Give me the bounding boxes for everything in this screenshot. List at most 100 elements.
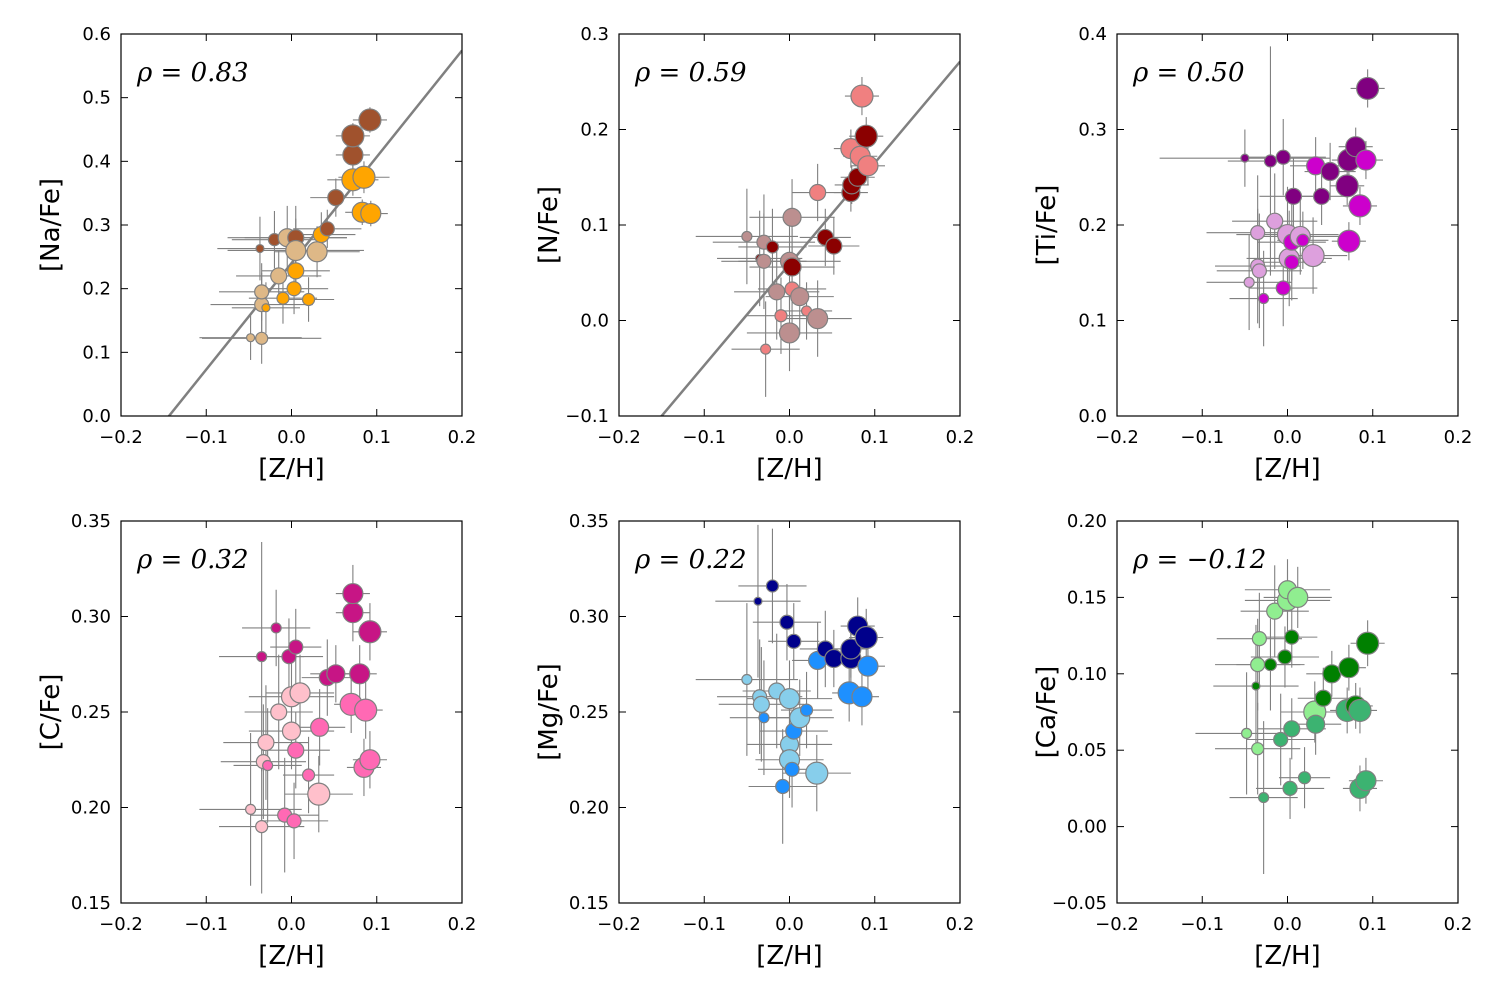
data-point: [752, 695, 770, 713]
y-tick-label: 0.0: [580, 311, 609, 332]
panel-ti: −0.2 −0.1 0.0 0.1 0.2 0.0 0.1 0.2 0.3 0.4 [Z/H] [Ti…: [1032, 24, 1472, 484]
panel-mg: −0.2 −0.1 0.0 0.1 0.2 0.15 0.20 0.25 0.30 0.35 [Z/…: [534, 511, 974, 971]
plot-area-ca: [1195, 559, 1385, 874]
x-tick-label: 0.2: [1444, 427, 1473, 448]
data-point: [352, 165, 376, 189]
data-point: [342, 144, 364, 166]
x-tick-label: 0.0: [1273, 427, 1302, 448]
data-point: [270, 267, 288, 285]
data-point: [779, 614, 795, 630]
plot-area-c: [199, 542, 387, 894]
x-tick-label: 0.1: [1358, 914, 1387, 935]
data-point: [1348, 698, 1372, 723]
data-point: [255, 331, 269, 345]
data-point: [301, 768, 316, 782]
x-tick-label: 0.2: [946, 427, 975, 448]
data-point: [760, 343, 772, 355]
data-point: [342, 582, 364, 605]
correlation-annotation: ρ = −0.12: [1132, 545, 1266, 575]
data-point: [778, 688, 801, 710]
y-tick-label: 0.30: [569, 607, 609, 628]
data-point: [358, 620, 382, 644]
data-point: [1297, 771, 1312, 785]
y-axis-label: [N/Fe]: [534, 186, 564, 264]
y-tick-label: 0.2: [82, 279, 111, 300]
x-tick-label: 0.2: [448, 914, 477, 935]
correlation-annotation: ρ = 0.32: [136, 545, 249, 575]
y-tick-label: 0.15: [71, 893, 111, 914]
plot-area-mg: [695, 524, 885, 844]
x-axis-label: [Z/H]: [756, 941, 822, 971]
data-point: [319, 221, 335, 237]
data-point: [1275, 149, 1291, 165]
plot-area-n: [659, 60, 960, 416]
data-point: [349, 663, 371, 685]
y-tick-label: 0.20: [71, 798, 111, 819]
data-point: [768, 283, 786, 301]
y-tick-label: 0.25: [71, 702, 111, 723]
x-tick-label: 0.1: [860, 427, 889, 448]
data-point: [276, 291, 290, 305]
data-point: [786, 633, 802, 649]
data-point: [807, 307, 829, 330]
data-point: [255, 819, 269, 834]
y-tick-label: 0.35: [71, 511, 111, 532]
data-point: [270, 703, 288, 721]
plot-area-ti: [1159, 46, 1385, 347]
data-point: [1284, 187, 1303, 205]
data-point: [287, 262, 305, 280]
y-tick-label: 0.4: [82, 151, 111, 172]
x-tick-label: −0.2: [597, 427, 641, 448]
data-point: [286, 813, 302, 829]
data-point: [1356, 76, 1380, 101]
data-point: [741, 230, 753, 243]
data-point: [359, 749, 381, 771]
data-point: [1243, 276, 1255, 288]
data-point: [307, 782, 331, 806]
data-point: [857, 655, 879, 677]
data-point: [1284, 254, 1300, 270]
x-tick-label: −0.2: [1095, 914, 1139, 935]
y-axis-label: [Ti/Fe]: [1032, 185, 1062, 266]
panel-n: −0.2 −0.1 0.0 0.1 0.2−0.10.00.10.20.3[Z/H][N…: [534, 24, 974, 484]
x-tick-label: −0.2: [99, 427, 143, 448]
x-tick-label: 0.0: [277, 914, 306, 935]
panel-ca: −0.2 −0.1 0.0 0.1 0.2 −0.05 0.00 0.05 0.10 0.15 0.…: [1032, 511, 1472, 971]
y-tick-label: 0.3: [82, 215, 111, 236]
data-point: [1240, 727, 1253, 739]
data-point: [306, 241, 328, 263]
x-tick-label: −0.1: [184, 914, 228, 935]
panel-na: −0.2 −0.1 0.0 0.1 0.2 0.0 0.1 0.2 0.3 0.4 0.5 0.6 [Z…: [36, 24, 476, 484]
data-point: [784, 761, 800, 777]
data-point: [261, 303, 271, 313]
y-tick-label: 0.5: [82, 88, 111, 109]
data-point: [1277, 649, 1293, 665]
data-point: [824, 648, 844, 669]
data-point: [854, 124, 878, 148]
data-point: [758, 712, 770, 724]
data-point: [825, 237, 843, 255]
data-point: [255, 243, 265, 254]
data-point: [270, 622, 282, 634]
y-tick-label: 0.10: [1067, 664, 1107, 685]
y-tick-label: 0.2: [1078, 215, 1107, 236]
data-point: [805, 761, 829, 785]
y-tick-label: 0.6: [82, 24, 111, 45]
y-tick-label: 0.1: [82, 342, 111, 363]
data-point: [851, 686, 873, 708]
points-n: [741, 84, 879, 355]
data-point: [310, 717, 330, 737]
x-tick-label: 0.0: [1273, 914, 1302, 935]
data-point: [289, 682, 311, 704]
data-point: [281, 721, 302, 741]
data-point: [1251, 742, 1265, 756]
data-point: [354, 698, 378, 722]
correlation-annotation: ρ = 0.83: [136, 58, 249, 88]
data-point: [1258, 292, 1270, 305]
x-tick-label: 0.2: [1444, 914, 1473, 935]
data-point: [840, 638, 862, 660]
x-axis-label: [Z/H]: [1254, 454, 1320, 484]
data-point: [809, 183, 827, 202]
data-point: [1284, 629, 1300, 645]
error-bars-n: [695, 76, 885, 397]
